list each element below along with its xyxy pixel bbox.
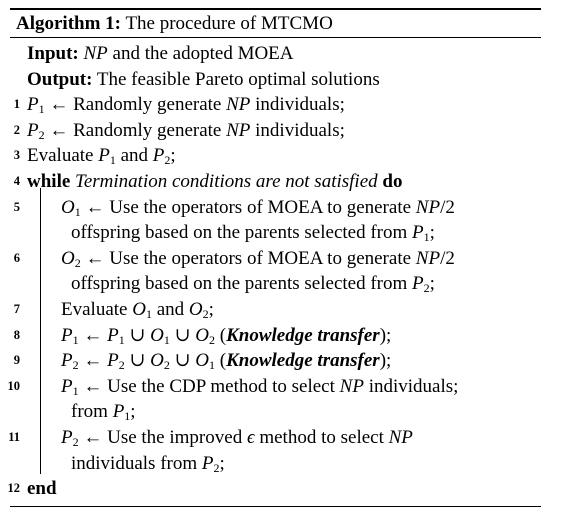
step-text: O2 ← Use the operators of MOEA to genera… bbox=[61, 247, 455, 270]
step-text: P1 ← Randomly generate NP individuals; bbox=[27, 94, 345, 117]
step-text: P2 ← Use the improved ϵ method to select… bbox=[61, 426, 413, 449]
line-number: 5 bbox=[13, 199, 20, 214]
line-number: 6 bbox=[13, 250, 20, 265]
input-text: and the adopted MOEA bbox=[112, 43, 294, 64]
step-text: offspring based on the parents selected … bbox=[71, 222, 435, 245]
step-line: 10 P1 ← Use the CDP method to select NP … bbox=[8, 374, 541, 400]
bottom-rule bbox=[10, 505, 541, 507]
step-text: from P1; bbox=[71, 401, 136, 424]
step-text: end bbox=[27, 478, 57, 500]
line-number: 11 bbox=[8, 429, 20, 444]
line-number: 7 bbox=[13, 301, 20, 316]
top-rule bbox=[10, 8, 541, 10]
input-np: NP bbox=[83, 43, 108, 64]
step-line: 2 P2 ← Randomly generate NP individuals; bbox=[10, 118, 541, 144]
step-line: 3 Evaluate P1 and P2; bbox=[10, 143, 541, 169]
step-line: 7 Evaluate O1 and O2; bbox=[10, 297, 541, 323]
step-line: 11 P2 ← Use the improved ϵ method to sel… bbox=[8, 425, 541, 451]
algorithm-body: Input: NP and the adopted MOEA Output: T… bbox=[8, 38, 541, 506]
step-continuation: individuals from P2; bbox=[10, 451, 541, 477]
while-block-bar bbox=[40, 188, 41, 474]
step-line: 5 O1 ← Use the operators of MOEA to gene… bbox=[10, 195, 541, 221]
step-text: P1 ← P1 ∪ O1 ∪ O2 (Knowledge transfer); bbox=[61, 324, 392, 347]
step-text: P1 ← Use the CDP method to select NP ind… bbox=[61, 375, 459, 398]
input-line: Input: NP and the adopted MOEA bbox=[10, 41, 541, 67]
line-number: 4 bbox=[13, 173, 20, 188]
line-number: 8 bbox=[13, 327, 20, 342]
caption-title: The procedure of MTCMO bbox=[125, 13, 333, 34]
output-line: Output: The feasible Pareto optimal solu… bbox=[10, 67, 541, 93]
output-label: Output: bbox=[27, 68, 93, 90]
step-text: P2 ← P2 ∪ O2 ∪ O1 (Knowledge transfer); bbox=[61, 350, 392, 373]
step-line: 9 P2 ← P2 ∪ O2 ∪ O1 (Knowledge transfer)… bbox=[10, 348, 541, 374]
step-text: individuals from P2; bbox=[71, 452, 225, 475]
step-text: offspring based on the parents selected … bbox=[71, 273, 435, 296]
step-continuation: offspring based on the parents selected … bbox=[10, 271, 541, 297]
step-text: Evaluate O1 and O2; bbox=[61, 298, 214, 321]
line-number: 2 bbox=[13, 122, 20, 137]
step-text: P2 ← Randomly generate NP individuals; bbox=[27, 119, 345, 142]
caption-rule bbox=[10, 37, 541, 38]
caption-label: Algorithm 1: bbox=[16, 13, 122, 34]
line-number: 3 bbox=[13, 148, 20, 163]
step-text: while Termination conditions are not sat… bbox=[27, 170, 403, 192]
step-continuation: offspring based on the parents selected … bbox=[10, 220, 541, 246]
line-number: 12 bbox=[7, 481, 21, 496]
step-continuation: from P1; bbox=[10, 399, 541, 425]
output-text: The feasible Pareto optimal solutions bbox=[96, 68, 380, 90]
step-text: O1 ← Use the operators of MOEA to genera… bbox=[61, 196, 455, 219]
step-line: 4 while Termination conditions are not s… bbox=[10, 169, 541, 195]
line-number: 9 bbox=[13, 353, 20, 368]
step-line: 12 end bbox=[8, 476, 541, 502]
algorithm-block: Algorithm 1: The procedure of MTCMO Inpu… bbox=[8, 8, 541, 507]
step-line: 6 O2 ← Use the operators of MOEA to gene… bbox=[10, 246, 541, 272]
step-line: 8 P1 ← P1 ∪ O1 ∪ O2 (Knowledge transfer)… bbox=[10, 323, 541, 349]
step-line: 1 P1 ← Randomly generate NP individuals; bbox=[10, 92, 541, 118]
line-number: 10 bbox=[7, 378, 21, 393]
algorithm-caption: Algorithm 1: The procedure of MTCMO bbox=[10, 10, 541, 37]
step-text: Evaluate P1 and P2; bbox=[27, 145, 176, 168]
input-label: Input: bbox=[27, 43, 79, 64]
line-number: 1 bbox=[13, 97, 20, 112]
